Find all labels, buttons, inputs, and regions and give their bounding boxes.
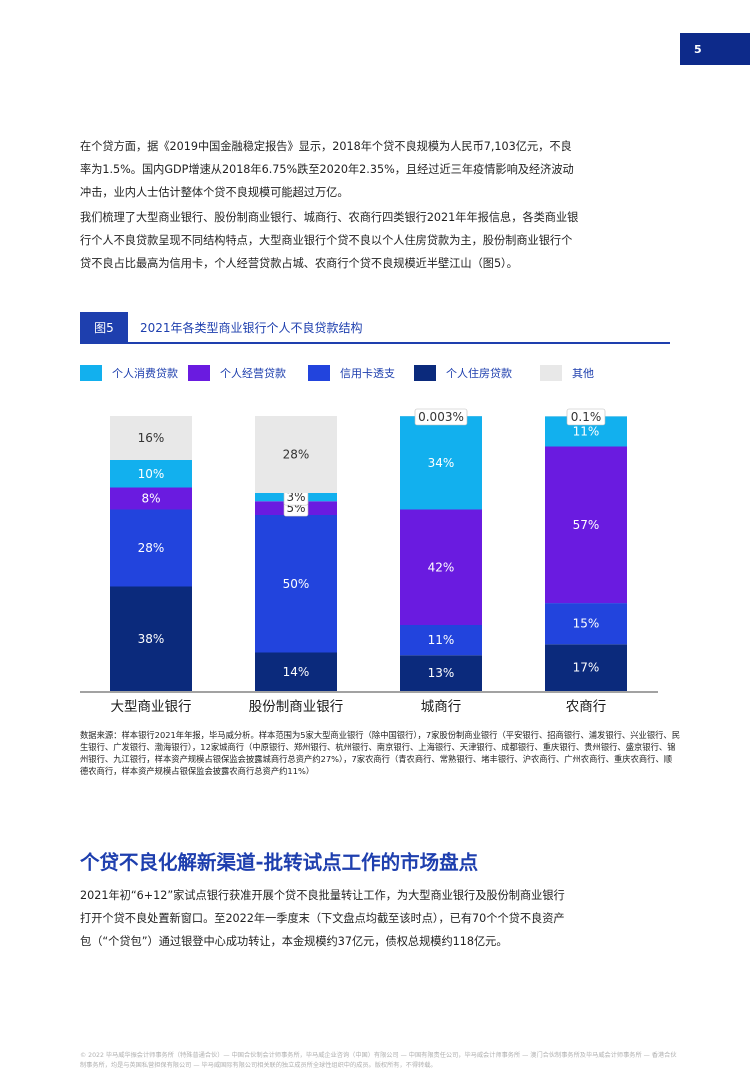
bar-segment: [110, 487, 192, 510]
bar-segment: [400, 509, 482, 626]
category-label: 股份制商业银行: [249, 699, 344, 715]
legend-label-consumer: 个人消费贷款: [112, 367, 178, 380]
bar-segment: [400, 625, 482, 656]
legend-swatch-credit-card: [308, 365, 330, 381]
stacked-bar-chart: 38%28%8%10%16%大型商业银行14%50%5%3%28%股份制商业银行…: [80, 408, 658, 715]
data-label: 15%: [573, 617, 600, 631]
legend-item-consumer: 个人消费贷款: [80, 364, 178, 382]
data-label: 3%: [286, 490, 305, 504]
data-label: 28%: [138, 541, 165, 555]
page-number: 5: [694, 42, 702, 56]
bar-segment: [545, 644, 627, 691]
bar-segment: [110, 509, 192, 587]
paragraph-1: 在个贷方面，据《2019中国金融稳定报告》显示，2018年个贷不良规模为人民币7…: [80, 140, 574, 199]
figure-title: 2021年各类型商业银行个人不良贷款结构: [140, 321, 363, 335]
footer-copyright: © 2022 毕马威华振会计师事务所（特殊普通合伙）— 中国合伙制会计师事务所，…: [80, 1052, 677, 1069]
paragraph-3: 2021年初“6+12”家试点银行获准开展个贷不良批量转让工作，为大型商业银行及…: [80, 889, 565, 948]
bar-segment: [255, 652, 337, 691]
bar-segment: [110, 460, 192, 488]
data-label: 8%: [141, 492, 160, 506]
data-label: 14%: [283, 665, 310, 679]
bar-segment: [110, 416, 192, 460]
bar-segment: [255, 416, 337, 493]
bar-segment: [255, 515, 337, 653]
category-label: 农商行: [566, 699, 607, 715]
legend-item-other: 其他: [540, 364, 594, 382]
figure-tag: 图5: [80, 312, 128, 342]
legend-swatch-business: [188, 365, 210, 381]
category-label: 城商行: [421, 699, 462, 715]
legend-label-housing: 个人住房贷款: [446, 367, 512, 380]
legend-label-business: 个人经营贷款: [220, 367, 286, 380]
legend-swatch-housing: [414, 365, 436, 381]
legend-item-business: 个人经营贷款: [188, 364, 286, 382]
page-number-tab: 5: [680, 33, 750, 65]
data-label: 11%: [573, 424, 600, 438]
data-label: 0.1%: [571, 410, 602, 424]
chart-legend: 个人消费贷款 个人经营贷款 信用卡透支 个人住房贷款 其他: [80, 364, 680, 384]
legend-label-credit-card: 信用卡透支: [340, 367, 395, 380]
data-label-box: [414, 408, 468, 426]
data-label: 38%: [138, 632, 165, 646]
data-label: 13%: [428, 666, 455, 680]
legend-label-other: 其他: [572, 367, 594, 380]
source-note: 数据来源：样本银行2021年年报，毕马威分析。样本范围为5家大型商业银行（除中国…: [80, 730, 681, 776]
bar-segment: [545, 603, 627, 645]
data-label: 17%: [573, 661, 600, 675]
data-label: 42%: [428, 560, 455, 574]
data-label: 16%: [138, 431, 165, 445]
data-label: 11%: [428, 633, 455, 647]
bar-segment: [110, 586, 192, 691]
data-label: 50%: [283, 577, 310, 591]
data-label: 28%: [283, 448, 310, 462]
legend-swatch-other: [540, 365, 562, 381]
legend-item-credit-card: 信用卡透支: [308, 364, 395, 382]
bar-segment: [545, 446, 627, 604]
data-label-box: [566, 408, 606, 426]
data-label: 57%: [573, 518, 600, 532]
legend-swatch-consumer: [80, 365, 102, 381]
category-label: 大型商业银行: [111, 699, 192, 715]
data-label: 0.003%: [418, 410, 464, 424]
data-label: 10%: [138, 467, 165, 481]
bar-segment: [400, 655, 482, 691]
paragraph-2: 我们梳理了大型商业银行、股份制商业银行、城商行、农商行四类银行2021年年报信息…: [80, 211, 579, 270]
section-title: 个贷不良化解新渠道-批转试点工作的市场盘点: [80, 851, 479, 874]
data-label: 34%: [428, 456, 455, 470]
legend-item-housing: 个人住房贷款: [414, 364, 512, 382]
figure-header: 图5 2021年各类型商业银行个人不良贷款结构: [80, 312, 670, 344]
bar-segment: [400, 416, 482, 510]
